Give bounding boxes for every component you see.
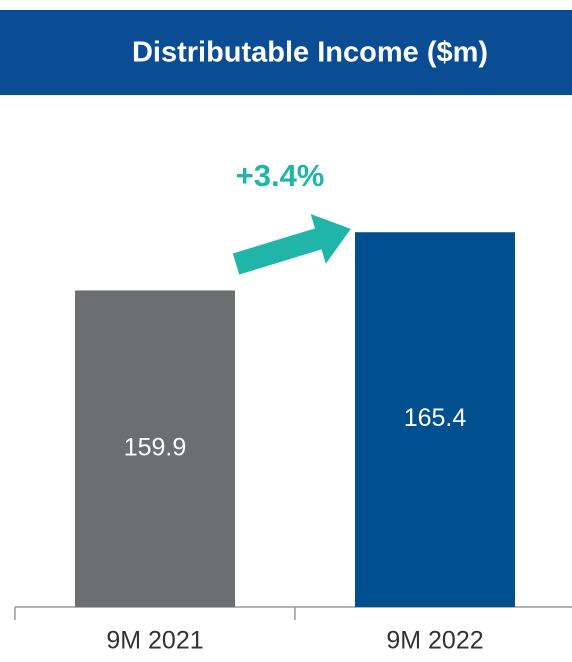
x-tick-label: 9M 2021 [106,627,203,655]
header-band [0,10,572,95]
growth-arrow [232,213,351,275]
bar [355,232,515,607]
value-label: 165.4 [404,404,467,432]
annotation: +3.4% [236,158,325,193]
bar [75,290,235,607]
chart-title: Distributable Income ($m) [132,37,488,69]
arrow-shape [232,213,351,275]
value-label: 159.9 [124,433,187,461]
x-tick-label: 9M 2022 [386,627,483,655]
